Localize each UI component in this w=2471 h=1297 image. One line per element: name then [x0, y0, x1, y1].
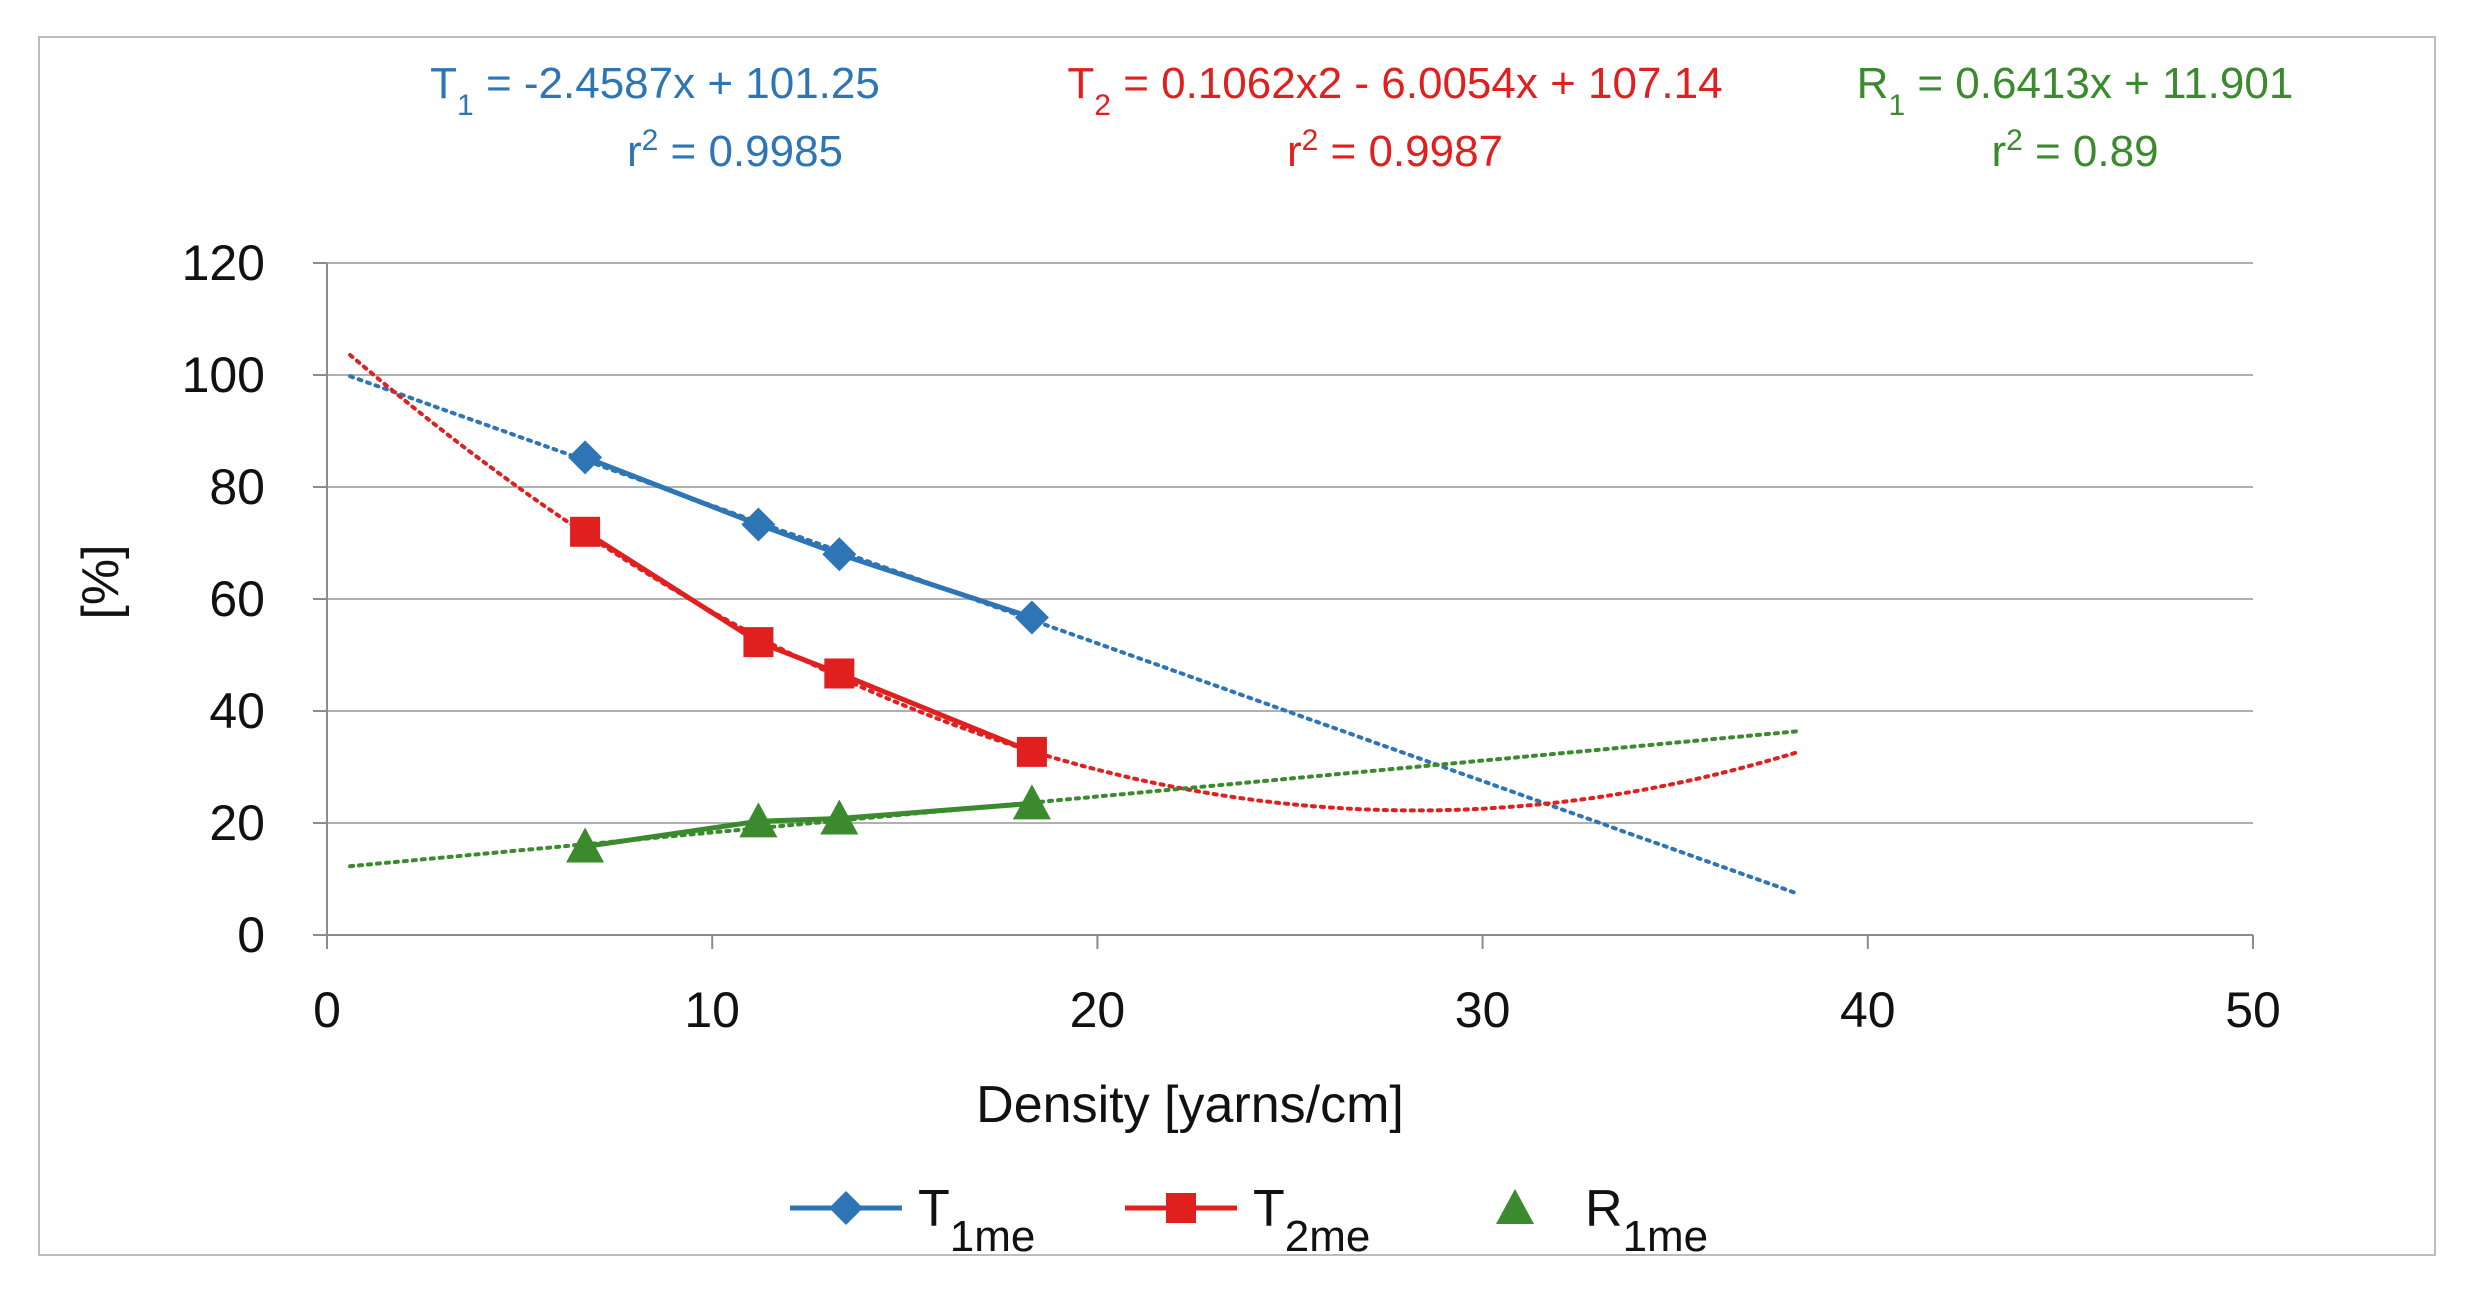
y-axis-label: [%] — [72, 544, 130, 619]
point-t2-2 — [824, 658, 855, 689]
chart-frame — [38, 36, 2436, 1256]
x-tick-0: 0 — [313, 982, 341, 1038]
series-line-r1 — [584, 800, 1033, 849]
data-series — [566, 440, 1051, 863]
point-t1-0 — [568, 440, 603, 475]
trendline-t2 — [348, 353, 1801, 813]
point-r1-3 — [1012, 784, 1051, 820]
x-tick-20: 20 — [1070, 982, 1126, 1038]
y-tick-120: 120 — [182, 235, 265, 291]
series-line-t2 — [583, 529, 1033, 755]
legend-marker-r1 — [1496, 1189, 1534, 1224]
point-t1-3 — [1014, 600, 1049, 635]
point-t1-1 — [741, 507, 776, 542]
legend-marker-t2 — [1166, 1193, 1196, 1223]
y-tick-100: 100 — [182, 347, 265, 403]
legend-label-sub-r1: 1me — [1623, 1212, 1709, 1261]
r2-t1: r2 = 0.9985 — [627, 124, 843, 177]
legend-label-base-t1: T — [918, 1180, 950, 1238]
y-tick-0: 0 — [237, 907, 265, 963]
y-tick-80: 80 — [209, 459, 265, 515]
legend-label-base-t2: T — [1253, 1180, 1285, 1238]
y-tick-40: 40 — [209, 683, 265, 739]
point-t2-0 — [570, 516, 601, 547]
trendline-t1 — [348, 374, 1801, 896]
gridlines — [327, 262, 2253, 824]
legend-label-sub-t2: 2me — [1285, 1212, 1371, 1261]
point-r1-0 — [566, 827, 605, 863]
legend-label-base-r1: R — [1585, 1180, 1623, 1238]
series-line-t1 — [584, 454, 1033, 620]
y-tick-20: 20 — [209, 795, 265, 851]
point-t2-1 — [743, 627, 774, 658]
y-tick-60: 60 — [209, 571, 265, 627]
legend-label-r1: R1me — [1585, 1180, 1708, 1261]
legend-label-sub-t1: 1me — [950, 1212, 1036, 1261]
y-tick-labels: 0 20 40 60 80 100 120 — [182, 235, 265, 963]
legend-label-t1: T1me — [918, 1180, 1035, 1261]
equation-t2: T2 = 0.1062x2 - 6.0054x + 107.14 — [1067, 59, 1722, 122]
trendlines — [348, 353, 1801, 896]
r2-t2: r2 = 0.9987 — [1287, 124, 1503, 177]
x-tick-50: 50 — [2225, 982, 2281, 1038]
x-tick-10: 10 — [684, 982, 740, 1038]
point-r1-1 — [739, 802, 778, 838]
point-t1-2 — [822, 537, 857, 572]
x-axis-label: Density [yarns/cm] — [976, 1076, 1404, 1134]
r2-r1: r2 = 0.89 — [1991, 124, 2158, 177]
legend-label-t2: T2me — [1253, 1180, 1370, 1261]
axes — [313, 262, 2254, 949]
equation-r1: R1 = 0.6413x + 11.901 — [1857, 59, 2294, 122]
x-tick-40: 40 — [1840, 982, 1896, 1038]
x-tick-labels: 0 10 20 30 40 50 — [313, 982, 2281, 1038]
equation-t1: T1 = -2.4587x + 101.25 — [430, 59, 880, 122]
legend: T1me T2me R1me — [790, 1180, 1708, 1261]
legend-marker-t1 — [829, 1191, 863, 1225]
x-tick-30: 30 — [1455, 982, 1511, 1038]
point-r1-2 — [820, 799, 859, 835]
point-t2-3 — [1016, 736, 1047, 767]
